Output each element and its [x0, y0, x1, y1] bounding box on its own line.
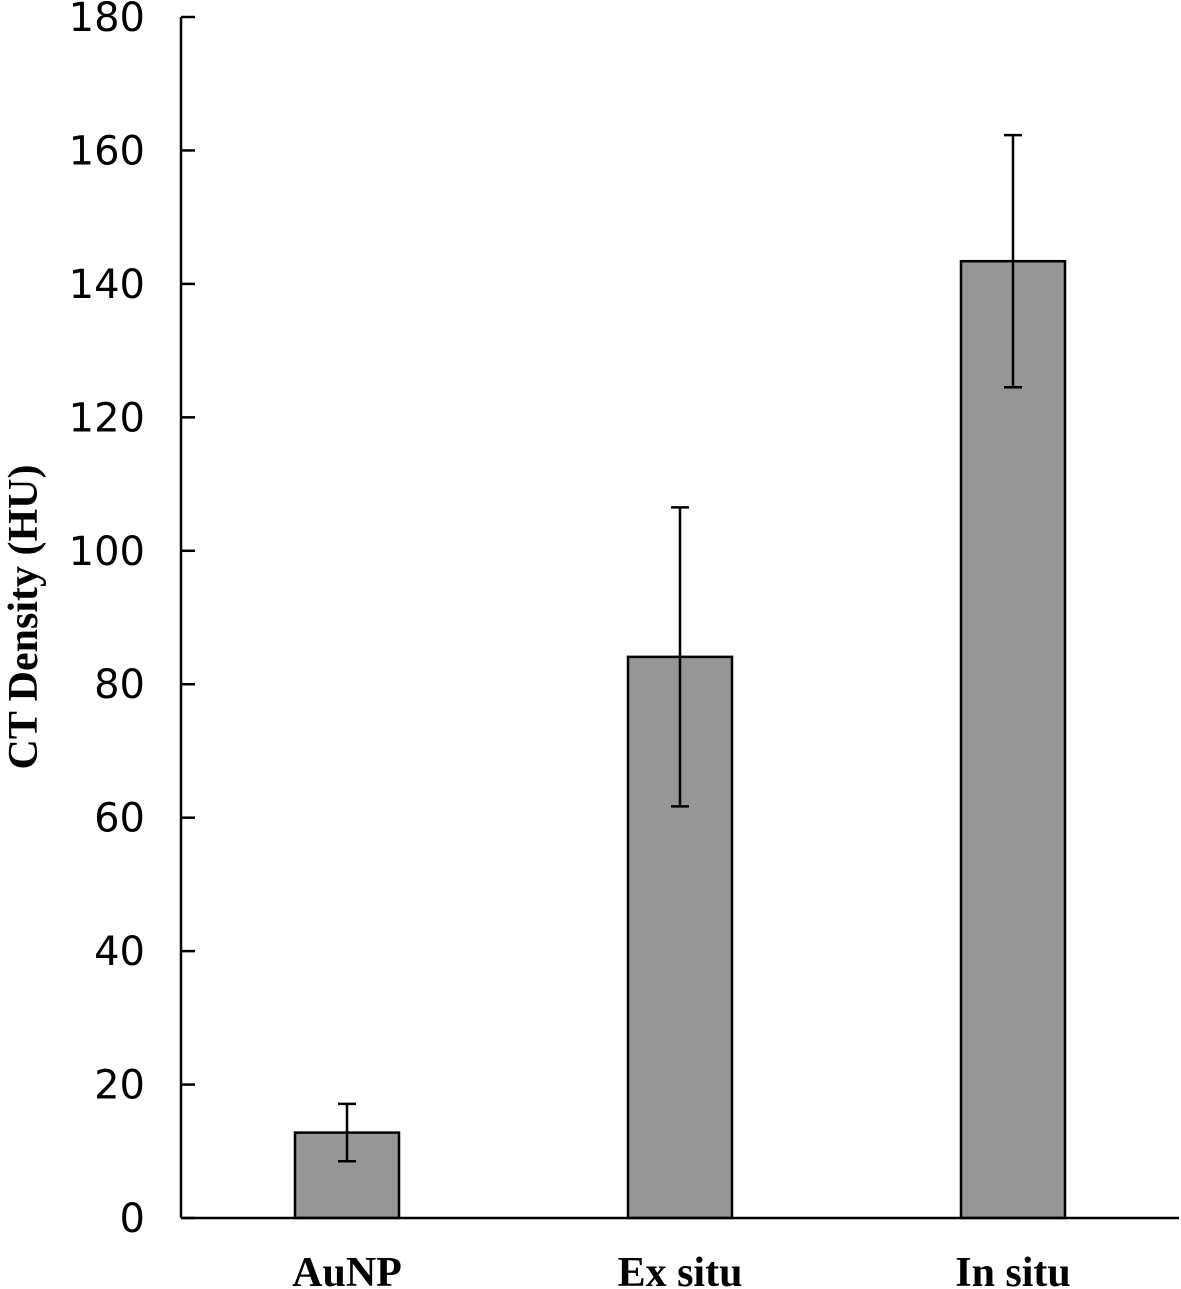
error-bar-in-situ [1004, 133, 1022, 389]
error-bar-aunp [338, 1102, 356, 1163]
y-axis-title: CT Density (HU) [1, 465, 47, 770]
y-tick-label: 0 [120, 1196, 145, 1242]
y-tick-label: 40 [94, 929, 145, 975]
error-bar-ex-situ [671, 506, 689, 808]
category-labels-layer: AuNP Ex situ In situ [292, 1250, 1071, 1289]
y-tick-label: 140 [69, 262, 145, 308]
bar-in-situ [959, 259, 1067, 1220]
error-bars-layer [338, 133, 1022, 1163]
y-tick-label: 160 [69, 128, 145, 174]
y-ticks-layer: 0 20 40 60 80 100 120 140 160 180 [69, 0, 195, 1242]
x-category-label: In situ [955, 1250, 1071, 1289]
y-tick-label: 100 [69, 529, 145, 575]
x-category-label: AuNP [292, 1250, 402, 1289]
y-tick-label: 20 [94, 1063, 145, 1109]
y-tick-label: 60 [94, 796, 145, 842]
y-tick-label: 80 [94, 662, 145, 708]
y-tick-label: 180 [69, 0, 145, 41]
y-tick-label: 120 [69, 395, 145, 441]
x-category-label: Ex situ [618, 1250, 743, 1289]
axes-layer [179, 17, 1179, 1220]
